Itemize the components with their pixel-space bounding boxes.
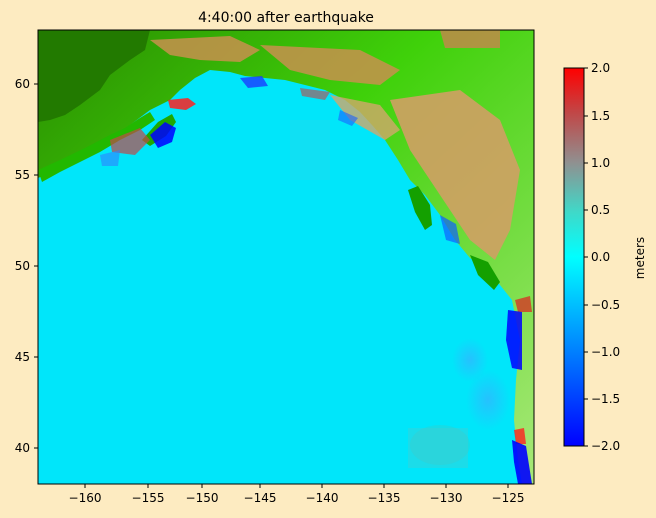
wave-low bbox=[512, 440, 532, 484]
x-axis: −160 −155 −150 −145 −140 −135 −130 −125 bbox=[69, 484, 525, 505]
chart-title: 4:40:00 after earthquake bbox=[198, 10, 374, 26]
wave-low bbox=[338, 110, 358, 126]
mountains bbox=[330, 95, 400, 140]
y-tick-label: 60 bbox=[15, 77, 30, 91]
x-tick-label: −155 bbox=[132, 491, 165, 505]
x-tick-label: −145 bbox=[244, 491, 277, 505]
colorbar-tick-label: 2.0 bbox=[591, 61, 610, 75]
map-frame bbox=[37, 29, 535, 485]
wave-swirl bbox=[410, 425, 470, 465]
colorbar: −2.0 −1.5 −1.0 −0.5 0.0 0.5 1.0 1.5 2.0 … bbox=[563, 61, 647, 453]
wave-low bbox=[440, 215, 460, 244]
map-area bbox=[38, 30, 534, 484]
wave-swirl bbox=[452, 338, 488, 382]
wave-swirl bbox=[466, 370, 510, 430]
colorbar-tick-label: −0.5 bbox=[591, 298, 620, 312]
colorbar-tick-label: −1.0 bbox=[591, 345, 620, 359]
western-alaska bbox=[38, 30, 150, 122]
colorbar-tick-label: 1.0 bbox=[591, 156, 610, 170]
mountains bbox=[150, 36, 260, 62]
coastal-islands bbox=[470, 255, 500, 290]
y-tick-label: 45 bbox=[15, 350, 30, 364]
colorbar-tick-label: −2.0 bbox=[591, 439, 620, 453]
y-tick-label: 55 bbox=[15, 168, 30, 182]
wave-high bbox=[110, 128, 150, 155]
colorbar-tick-label: 1.5 bbox=[591, 109, 610, 123]
x-tick-label: −160 bbox=[69, 491, 102, 505]
alaska-peninsula bbox=[38, 112, 155, 182]
x-tick-label: −130 bbox=[430, 491, 463, 505]
y-axis: 40 45 50 55 60 bbox=[15, 77, 38, 455]
x-tick-label: −125 bbox=[492, 491, 525, 505]
wave-low bbox=[150, 122, 176, 148]
wave-high bbox=[515, 296, 532, 312]
mountains bbox=[390, 90, 520, 260]
wave-low bbox=[240, 76, 268, 88]
wave-high bbox=[300, 88, 330, 100]
ocean-patch bbox=[408, 428, 468, 468]
colorbar-tick-label: −1.5 bbox=[591, 392, 620, 406]
coastal-islands bbox=[408, 186, 432, 230]
wave-low bbox=[506, 310, 522, 370]
wave-low bbox=[100, 150, 120, 166]
x-tick-label: −135 bbox=[368, 491, 401, 505]
wave-high bbox=[168, 98, 196, 110]
colorbar-tick-label: 0.0 bbox=[591, 250, 610, 264]
ocean-patch bbox=[290, 120, 330, 180]
y-tick-label: 40 bbox=[15, 441, 30, 455]
colorbar-tick-label: 0.5 bbox=[591, 203, 610, 217]
x-tick-label: −150 bbox=[186, 491, 219, 505]
x-tick-label: −140 bbox=[306, 491, 339, 505]
colorbar-label: meters bbox=[633, 237, 647, 279]
mountains bbox=[260, 45, 400, 85]
y-tick-label: 50 bbox=[15, 259, 30, 273]
colorbar-gradient bbox=[563, 67, 585, 447]
wave-high bbox=[514, 428, 526, 444]
mountains bbox=[440, 30, 500, 48]
